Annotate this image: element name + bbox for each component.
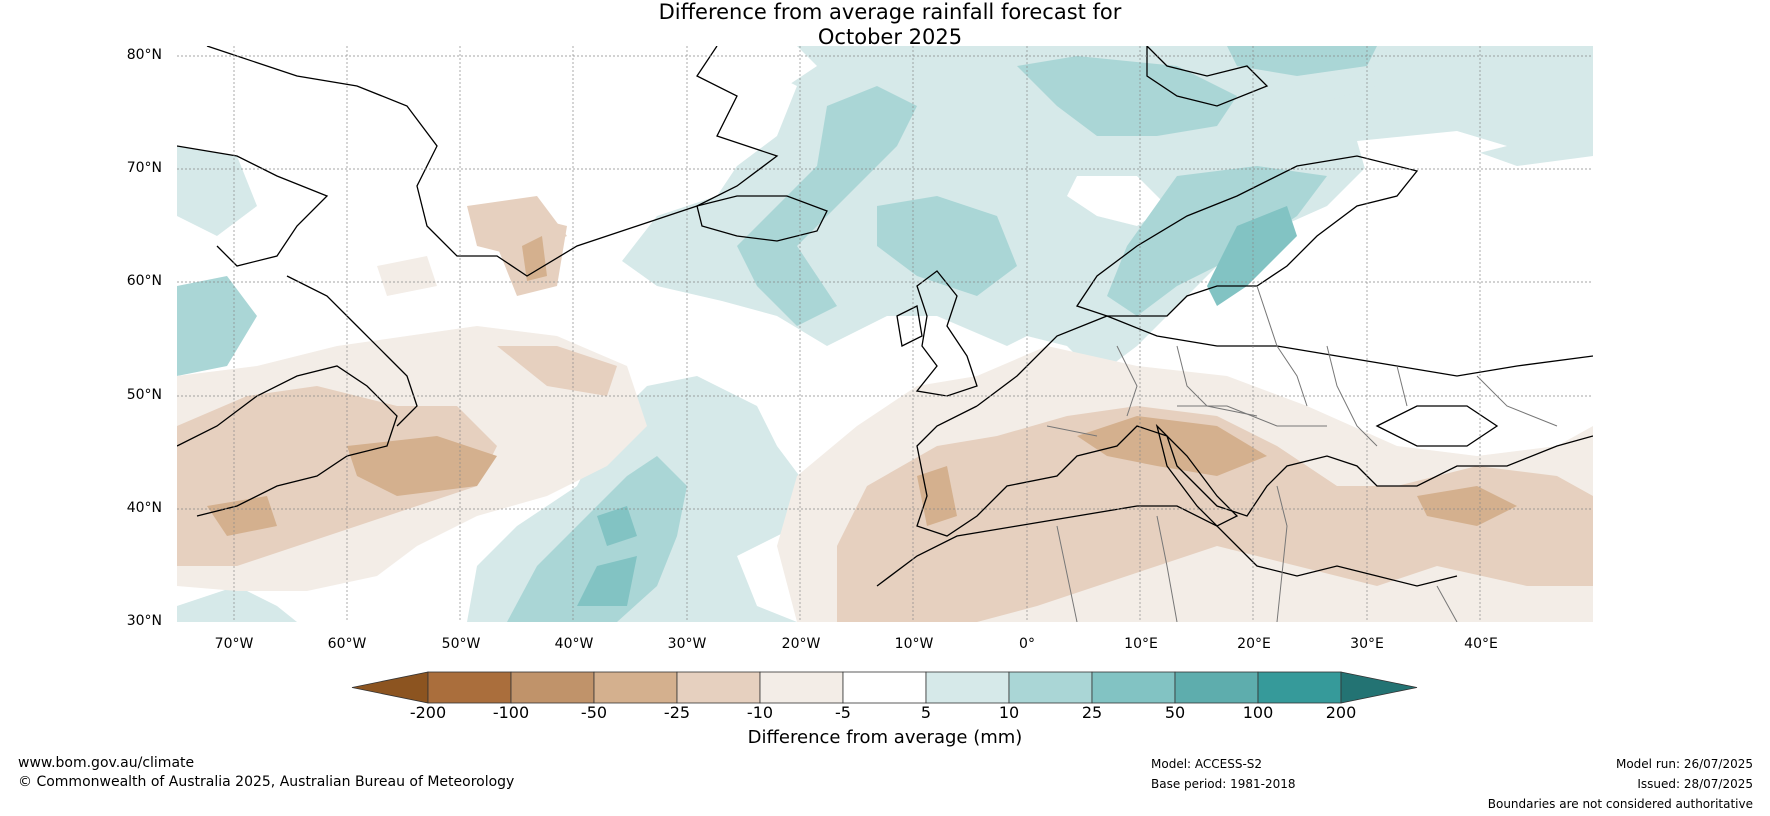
lon-label-50w: 50°W	[441, 636, 481, 652]
rainfall-anomaly-map	[177, 46, 1593, 622]
colorbar-tick-label: 200	[1325, 703, 1357, 722]
colorbar-tick-label: 25	[1081, 703, 1103, 722]
lon-label-30e: 30°E	[1350, 636, 1384, 652]
lon-label-70w: 70°W	[214, 636, 254, 652]
colorbar-bin	[1257, 671, 1342, 704]
lat-label-80n: 80°N	[126, 47, 162, 63]
base-period-text: Base period: 1981-2018	[1151, 777, 1296, 791]
colorbar	[351, 671, 1418, 704]
colorbar-tick-label: -100	[492, 703, 530, 722]
colorbar-tick-label: 5	[920, 703, 932, 722]
copyright-text: © Commonwealth of Australia 2025, Austra…	[18, 774, 515, 790]
lon-label-10e: 10°E	[1124, 636, 1158, 652]
issued-text: Issued: 28/07/2025	[1637, 777, 1753, 791]
colorbar-tick-label: -10	[746, 703, 774, 722]
colorbar-bin	[1091, 671, 1176, 704]
title-line-1: Difference from average rainfall forecas…	[658, 0, 1122, 24]
lat-label-50n: 50°N	[126, 387, 162, 403]
colorbar-bin	[1008, 671, 1093, 704]
lon-label-10w: 10°W	[894, 636, 934, 652]
website-link[interactable]: www.bom.gov.au/climate	[18, 755, 195, 771]
graticule	[177, 46, 1593, 622]
map-svg	[177, 46, 1593, 622]
coastlines	[177, 46, 1593, 587]
colorbar-tick-label: -50	[580, 703, 608, 722]
colorbar-bin	[759, 671, 844, 704]
colorbar-extend-low	[351, 671, 429, 704]
colorbar-tick-label: -25	[663, 703, 691, 722]
colorbar-bin	[676, 671, 761, 704]
lat-label-30n: 30°N	[126, 613, 162, 629]
model-run-text: Model run: 26/07/2025	[1615, 757, 1753, 771]
lat-label-70n: 70°N	[126, 160, 162, 176]
colorbar-extend-high	[1340, 671, 1418, 704]
colorbar-bin	[1174, 671, 1259, 704]
lat-label-60n: 60°N	[126, 273, 162, 289]
lon-label-20e: 20°E	[1237, 636, 1271, 652]
title-line-2: October 2025	[817, 25, 963, 49]
colorbar-tick-label: 100	[1242, 703, 1274, 722]
model-text: Model: ACCESS-S2	[1151, 757, 1263, 771]
lon-label-30w: 30°W	[667, 636, 707, 652]
disclaimer-text: Boundaries are not considered authoritat…	[1487, 797, 1753, 811]
colorbar-bin	[510, 671, 595, 704]
colorbar-tick-label: 50	[1164, 703, 1186, 722]
drier-than-average-areas	[177, 196, 1593, 622]
lat-label-40n: 40°N	[126, 500, 162, 516]
colorbar-tick-label: 10	[998, 703, 1020, 722]
colorbar-tick-label: -5	[835, 703, 851, 722]
colorbar-tick-label: -200	[409, 703, 447, 722]
colorbar-title: Difference from average (mm)	[747, 727, 1023, 748]
lon-label-40e: 40°E	[1464, 636, 1498, 652]
colorbar-bin	[842, 671, 927, 704]
lon-label-40w: 40°W	[554, 636, 594, 652]
lon-label-60w: 60°W	[327, 636, 367, 652]
colorbar-bin	[593, 671, 678, 704]
colorbar-bin	[925, 671, 1010, 704]
colorbar-bin	[427, 671, 512, 704]
lon-label-0: 0°	[1019, 636, 1035, 652]
lon-label-20w: 20°W	[781, 636, 821, 652]
map-title: Difference from average rainfall forecas…	[0, 0, 1770, 50]
